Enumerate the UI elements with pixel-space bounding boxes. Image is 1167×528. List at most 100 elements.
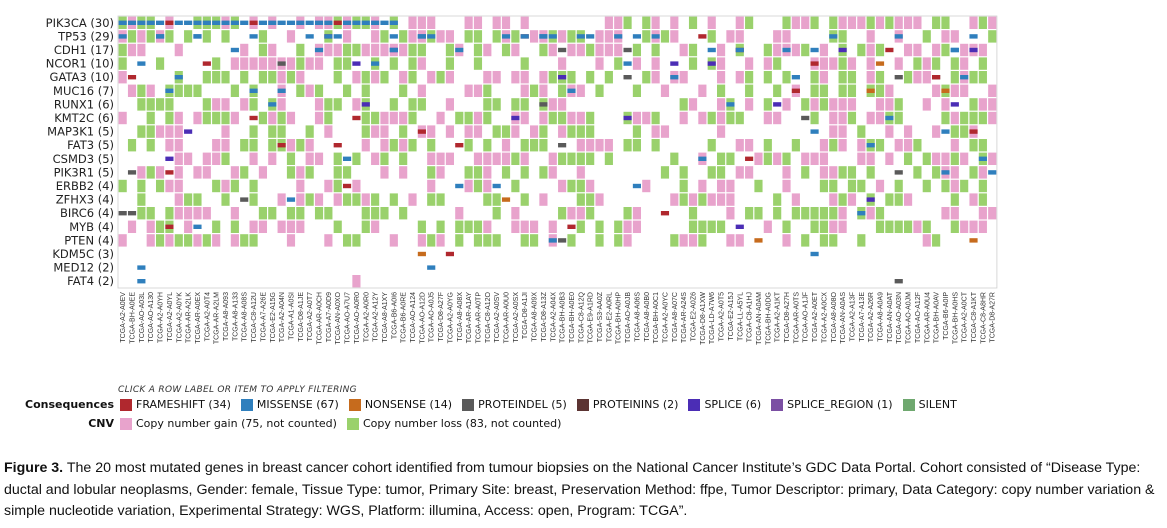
cnv-cell[interactable] [473,111,483,125]
cnv-cell[interactable] [230,207,239,220]
cnv-cell[interactable] [184,152,193,165]
cnv-cell[interactable] [127,43,137,57]
cnv-cell[interactable] [922,152,931,165]
cnv-cell[interactable] [838,71,847,84]
cnv-cell[interactable] [604,152,613,165]
cnv-cell[interactable] [464,30,473,43]
cnv-cell[interactable] [361,207,370,220]
cnv-cell[interactable] [941,179,950,193]
cnv-cell[interactable] [230,220,239,233]
gene-label[interactable]: CSMD3 (5) [53,152,114,166]
mutation-mark-nonsense[interactable] [754,238,763,243]
cnv-cell[interactable] [950,30,959,43]
mutation-mark-splice[interactable] [866,197,875,202]
cnv-cell[interactable] [174,125,183,138]
mutation-mark-missense[interactable] [389,20,398,25]
cnv-cell[interactable] [286,30,296,43]
mutation-mark-missense[interactable] [735,47,744,53]
cnv-cell[interactable] [941,98,950,111]
cnv-cell[interactable] [679,193,688,206]
mutation-mark-missense[interactable] [296,20,305,25]
cnv-cell[interactable] [539,193,548,206]
cnv-cell[interactable] [782,71,791,84]
cnv-cell[interactable] [305,166,314,179]
cnv-cell[interactable] [427,139,436,152]
cnv-cell[interactable] [473,30,483,43]
cnv-cell[interactable] [174,43,183,57]
cnv-cell[interactable] [380,152,389,165]
cnv-cell[interactable] [950,125,959,138]
mutation-mark-missense[interactable] [286,20,296,25]
cnv-cell[interactable] [436,71,445,84]
cnv-cell[interactable] [249,125,258,138]
cnv-cell[interactable] [492,125,501,138]
cnv-cell[interactable] [221,98,230,111]
cnv-cell[interactable] [950,152,959,165]
mutation-mark-missense[interactable] [174,75,183,80]
cnv-cell[interactable] [567,111,576,125]
cnv-cell[interactable] [520,98,529,111]
mutation-mark-missense[interactable] [960,75,969,80]
cnv-cell[interactable] [445,125,454,138]
mutation-mark-nonsense[interactable] [417,251,426,257]
cnv-cell[interactable] [436,166,445,179]
mutation-mark-frameshift[interactable] [277,143,286,148]
cnv-cell[interactable] [632,220,641,233]
mutation-mark-proteindel[interactable] [801,115,810,121]
cnv-cell[interactable] [501,43,511,57]
cnv-cell[interactable] [735,71,744,84]
cnv-cell[interactable] [511,71,520,84]
cnv-cell[interactable] [698,111,707,125]
cnv-cell[interactable] [286,220,296,233]
cnv-cell[interactable] [137,193,146,206]
cnv-cell[interactable] [698,234,707,247]
cnv-cell[interactable] [314,84,324,97]
cnv-cell[interactable] [988,16,997,29]
cnv-cell[interactable] [726,179,735,193]
cnv-cell[interactable] [268,139,277,152]
cnv-cell[interactable] [913,220,922,233]
cnv-cell[interactable] [688,207,698,220]
mutation-mark-missense[interactable] [258,20,267,25]
cnv-cell[interactable] [567,125,576,138]
cnv-cell[interactable] [960,125,969,138]
cnv-cell[interactable] [969,220,978,233]
cnv-cell[interactable] [202,30,211,43]
cnv-cell[interactable] [286,152,296,165]
cnv-cell[interactable] [184,220,193,233]
cnv-cell[interactable] [988,111,997,125]
cnv-cell[interactable] [829,125,838,138]
mutation-mark-missense[interactable] [651,34,660,39]
cnv-cell[interactable] [576,125,585,138]
mutation-mark-missense[interactable] [324,34,333,39]
cnv-cell[interactable] [707,166,716,179]
cnv-cell[interactable] [146,111,155,125]
mutation-mark-frameshift[interactable] [567,224,576,229]
gene-label[interactable]: BIRC6 (4) [60,206,114,220]
mutation-mark-splice[interactable] [623,115,632,121]
mutation-mark-frameshift[interactable] [698,34,707,39]
cnv-cell[interactable] [324,98,333,111]
mutation-mark-frameshift[interactable] [333,20,342,25]
cnv-cell[interactable] [838,98,847,111]
cnv-cell[interactable] [296,166,305,179]
mutation-mark-missense[interactable] [791,75,800,80]
cnv-cell[interactable] [791,43,800,57]
mutation-mark-missense[interactable] [156,34,165,39]
cnv-cell[interactable] [492,30,501,43]
mutation-mark-missense[interactable] [857,211,866,216]
mutation-mark-missense[interactable] [988,170,997,175]
cnv-cell[interactable] [754,152,763,165]
cnv-cell[interactable] [707,16,716,29]
cnv-cell[interactable] [371,111,380,125]
cnv-cell[interactable] [230,84,239,97]
cnv-cell[interactable] [819,152,828,165]
mutation-mark-missense[interactable] [305,20,314,25]
cnv-cell[interactable] [866,166,875,179]
mutation-mark-frameshift[interactable] [352,115,361,121]
cnv-cell[interactable] [651,43,660,57]
cnv-cell[interactable] [146,98,155,111]
cnv-cell[interactable] [436,220,445,233]
cnv-cell[interactable] [193,84,202,97]
cnv-cell[interactable] [838,16,847,29]
